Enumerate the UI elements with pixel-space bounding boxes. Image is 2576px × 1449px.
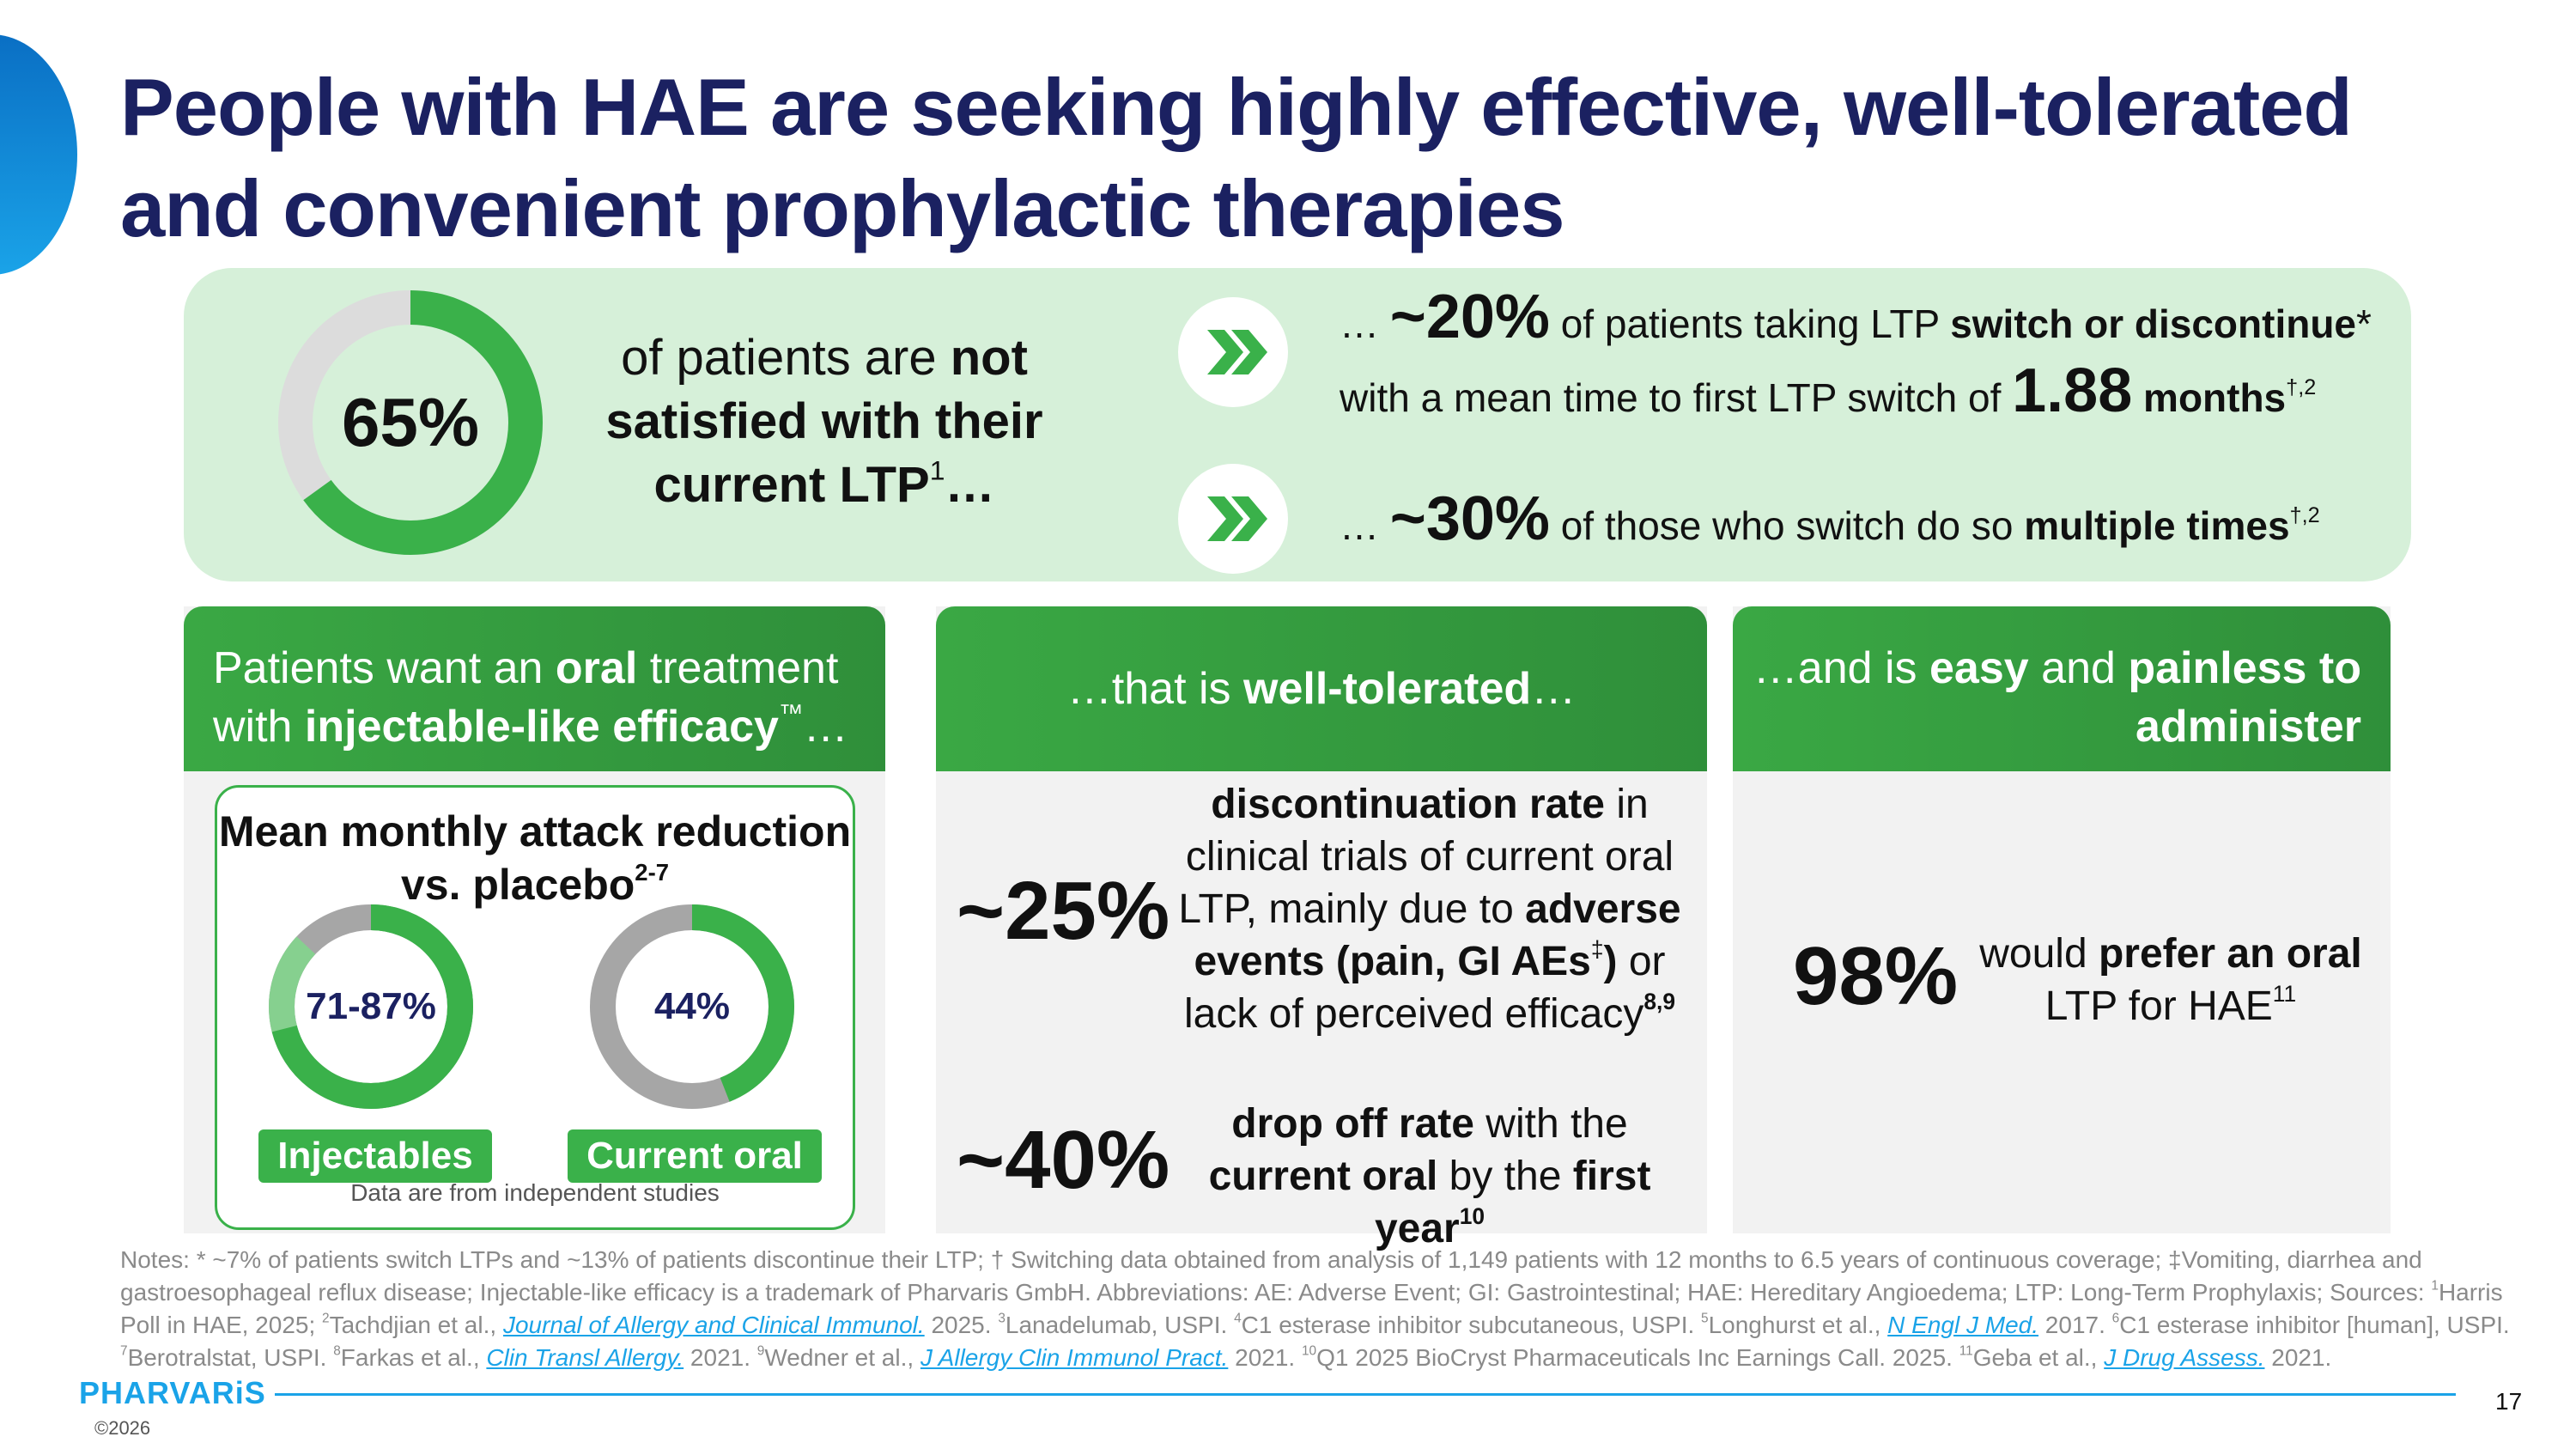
drop-off-stat: ~40%	[957, 1114, 1170, 1206]
corner-decoration	[0, 34, 77, 275]
discontinuation-text: discontinuation rate in clinical trials …	[1178, 782, 1681, 1037]
current-oral-donut	[590, 904, 794, 1109]
well-tolerated-column: …that is well-tolerated… ~25% discontinu…	[936, 606, 1707, 1251]
footnotes: Notes: * ~7% of patients switch LTPs and…	[120, 1246, 2510, 1371]
satisfaction-text: of patients are not satisfied with their…	[605, 330, 1043, 513]
page-title: People with HAE are seeking highly effec…	[120, 62, 2353, 253]
independent-studies-note: Data are from independent studies	[350, 1179, 720, 1206]
injectables-donut	[269, 904, 473, 1109]
column-header: …that is well-tolerated…	[936, 606, 1707, 771]
box-title: Mean monthly attack reduction vs. placeb…	[218, 807, 852, 909]
company-logo: PHARVARiS	[79, 1375, 266, 1410]
page-number: 17	[2495, 1388, 2523, 1415]
satisfaction-donut	[278, 290, 543, 555]
double-chevron-right-icon	[1178, 464, 1288, 574]
reference-link[interactable]: J Drug Assess.	[2104, 1344, 2265, 1371]
current-oral-percent: 44%	[653, 985, 731, 1027]
donut-value-arc	[590, 904, 794, 1109]
donut-value-arc	[278, 290, 543, 555]
injectables-percent: 71-87%	[306, 985, 436, 1027]
column-header: Patients want an oral treatment with inj…	[184, 606, 885, 771]
copyright: ©2026	[94, 1417, 151, 1439]
top-summary-band	[184, 268, 2411, 581]
oral-preference-text: would prefer an oral LTP for HAE11	[1979, 931, 2362, 1029]
drop-off-text: drop off rate with the current oral by t…	[1208, 1101, 1651, 1251]
easy-painless-column: …and is easy and painless to administer …	[1733, 606, 2391, 1233]
footer-divider	[275, 1393, 2456, 1396]
satisfaction-percent: 65%	[341, 384, 480, 460]
reference-link[interactable]: Journal of Allergy and Clinical Immunol.	[502, 1312, 925, 1338]
reference-link[interactable]: J Allergy Clin Immunol Pract.	[920, 1344, 1229, 1371]
multiple-switch-text: … ~30% of those who switch do so multipl…	[1340, 484, 2320, 553]
current-oral-label: Current oral	[568, 1129, 822, 1183]
switch-discontinue-text: … ~20% of patients taking LTP switch or …	[1340, 283, 2372, 425]
injectables-label: Injectables	[258, 1129, 492, 1183]
double-chevron-right-icon	[1178, 297, 1288, 407]
reference-link[interactable]: N Engl J Med.	[1887, 1312, 2039, 1338]
reference-link[interactable]: Clin Transl Allergy.	[486, 1344, 684, 1371]
donut-value-arc	[269, 904, 473, 1109]
discontinuation-stat: ~25%	[957, 865, 1170, 957]
column-header: …and is easy and painless to administer	[1733, 606, 2391, 771]
oral-efficacy-column: Patients want an oral treatment with inj…	[184, 606, 885, 1233]
attack-reduction-box: Mean monthly attack reduction vs. placeb…	[215, 785, 855, 1230]
oral-preference-stat: 98%	[1793, 930, 1959, 1022]
